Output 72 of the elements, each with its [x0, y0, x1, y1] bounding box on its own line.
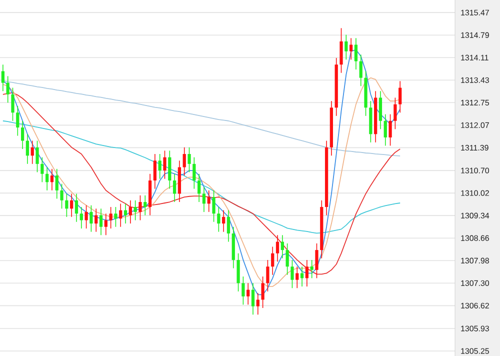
candlestick	[256, 292, 260, 316]
candlestick	[153, 154, 157, 190]
candlestick	[212, 190, 216, 222]
candlestick	[172, 173, 176, 202]
candlestick	[168, 150, 172, 190]
candlestick	[271, 246, 274, 276]
candlestick	[109, 206, 112, 229]
candlestick	[104, 213, 108, 236]
candlestick	[46, 166, 49, 191]
candlestick	[261, 276, 264, 308]
candlestick	[286, 243, 289, 276]
candlestick	[398, 80, 402, 113]
candlestick	[251, 282, 255, 316]
candlestick	[40, 156, 44, 183]
candlestick	[276, 234, 280, 262]
candlestick	[236, 252, 240, 292]
candlestick	[226, 210, 230, 242]
candlestick	[114, 206, 118, 228]
candlestick	[65, 193, 68, 218]
candlestick	[242, 276, 245, 306]
candlestick	[222, 210, 226, 232]
candlestick	[394, 97, 397, 130]
candlestick	[138, 194, 142, 221]
candlestick	[388, 114, 392, 146]
candlestick	[50, 168, 54, 191]
candlestick	[144, 194, 147, 216]
candlestick	[354, 38, 358, 70]
candlestick	[128, 200, 132, 224]
candlestick	[290, 260, 294, 289]
candlestick	[280, 234, 284, 259]
candlestick	[217, 206, 220, 232]
candlestick	[182, 146, 186, 176]
candlestick	[340, 28, 343, 74]
candlestick	[119, 203, 122, 228]
candlestick	[349, 38, 353, 60]
candlestick	[207, 190, 210, 212]
candlestick	[134, 200, 137, 221]
candlestick	[197, 173, 201, 202]
candlestick	[384, 114, 387, 146]
candlestick	[344, 34, 348, 60]
candlestick	[310, 260, 314, 279]
candlestick	[1, 64, 5, 92]
candlestick	[6, 76, 10, 104]
candlestick	[26, 134, 30, 164]
candlestick	[300, 266, 304, 287]
candlestick	[36, 140, 39, 173]
candlestick	[266, 260, 270, 292]
candlestick	[90, 204, 93, 232]
candlestick	[315, 243, 318, 279]
candlestick	[94, 208, 98, 232]
candlestick	[55, 168, 58, 200]
candlestick	[246, 282, 250, 306]
candlestick	[378, 90, 382, 130]
candlestick	[158, 154, 162, 180]
candlestick	[202, 186, 206, 212]
candlestick	[74, 193, 78, 222]
candlestick	[188, 146, 191, 173]
candlestick	[70, 193, 74, 218]
candlestick	[296, 266, 299, 289]
candlestick	[124, 203, 128, 224]
candlestick	[60, 183, 64, 210]
candlestick	[84, 204, 88, 229]
candlestick	[16, 106, 20, 136]
candlestick	[99, 208, 103, 236]
candlestick	[359, 54, 362, 86]
candlestick	[80, 206, 83, 229]
candlestick	[11, 87, 14, 122]
candlestick	[20, 120, 24, 150]
candlestick	[163, 150, 166, 180]
candlestick	[30, 140, 34, 164]
candlestick	[192, 156, 196, 190]
candlestick	[305, 260, 308, 287]
